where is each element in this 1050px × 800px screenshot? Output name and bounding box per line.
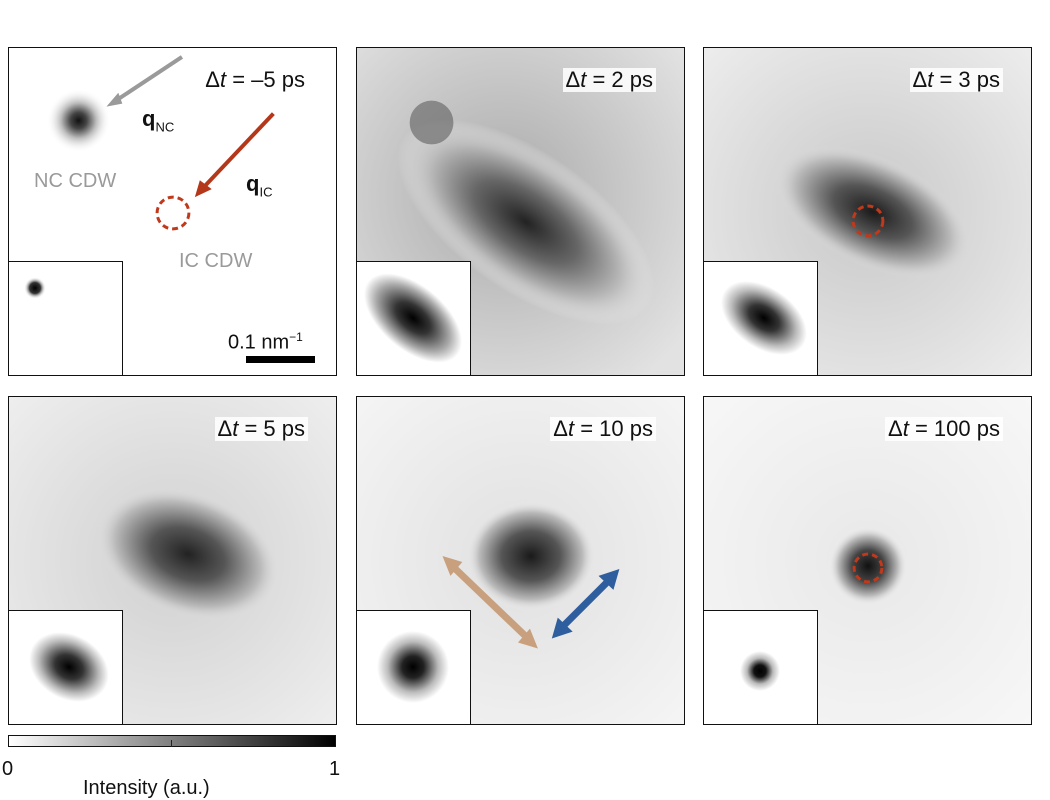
longitudinal-arrow [451, 565, 529, 640]
simulation-inset [9, 261, 123, 375]
q-nc-label: qNC [142, 106, 175, 135]
colorbar-title: Intensity (a.u.) [83, 777, 210, 799]
simulation-inset [704, 261, 818, 375]
ic-cdw-label: IC CDW [179, 250, 253, 272]
nc-peak [46, 88, 111, 153]
intensity-colorbar [8, 735, 336, 747]
transverse-arrow [560, 578, 611, 630]
delay-label: Δt = 2 ps [562, 68, 656, 92]
delay-label: Δt = 100 ps [885, 417, 1003, 441]
panel-dt-2: Δt = 2 ps [356, 47, 685, 376]
scale-bar [246, 356, 315, 363]
simulation-inset [357, 261, 471, 375]
peak [466, 501, 596, 611]
delay-label: Δt = 3 ps [909, 68, 1003, 92]
broad-peak [96, 487, 280, 621]
broad-peak [775, 145, 971, 279]
simulation-inset [704, 610, 818, 724]
q-ic-label: qIC [246, 171, 273, 200]
panel-dt-3: Δt = 3 ps [703, 47, 1032, 376]
q-ic-arrow [202, 112, 275, 189]
broad-peak [397, 119, 655, 325]
ic-position-marker [852, 552, 884, 584]
panel-dt-100: Δt = 100 ps [703, 396, 1032, 725]
q-nc-arrow [113, 55, 184, 104]
colorbar-max-label: 1 [329, 758, 341, 780]
ic-position-marker [155, 195, 191, 231]
colorbar-tick [171, 740, 172, 747]
scale-bar-label: 0.1 nm−1 [228, 330, 303, 354]
simulation-inset [9, 610, 123, 724]
panel-dt-10: Δt = 10 ps [356, 396, 685, 725]
simulation-inset [357, 610, 471, 724]
diffraction-image [46, 55, 275, 231]
panel-dt-minus5: Δt = –5 ps qNC qIC NC CDW IC CDW 0.1 nm−… [8, 47, 337, 376]
nc-cdw-label: NC CDW [34, 170, 117, 192]
panel-dt-5: Δt = 5 ps [8, 396, 337, 725]
delay-label: Δt = 10 ps [550, 417, 656, 441]
diffraction-image [9, 397, 336, 724]
delay-label: Δt = 5 ps [214, 417, 308, 441]
colorbar-min-label: 0 [2, 758, 14, 780]
delay-label: Δt = –5 ps [202, 68, 308, 92]
peak [828, 526, 908, 606]
ic-position-marker [851, 204, 885, 238]
